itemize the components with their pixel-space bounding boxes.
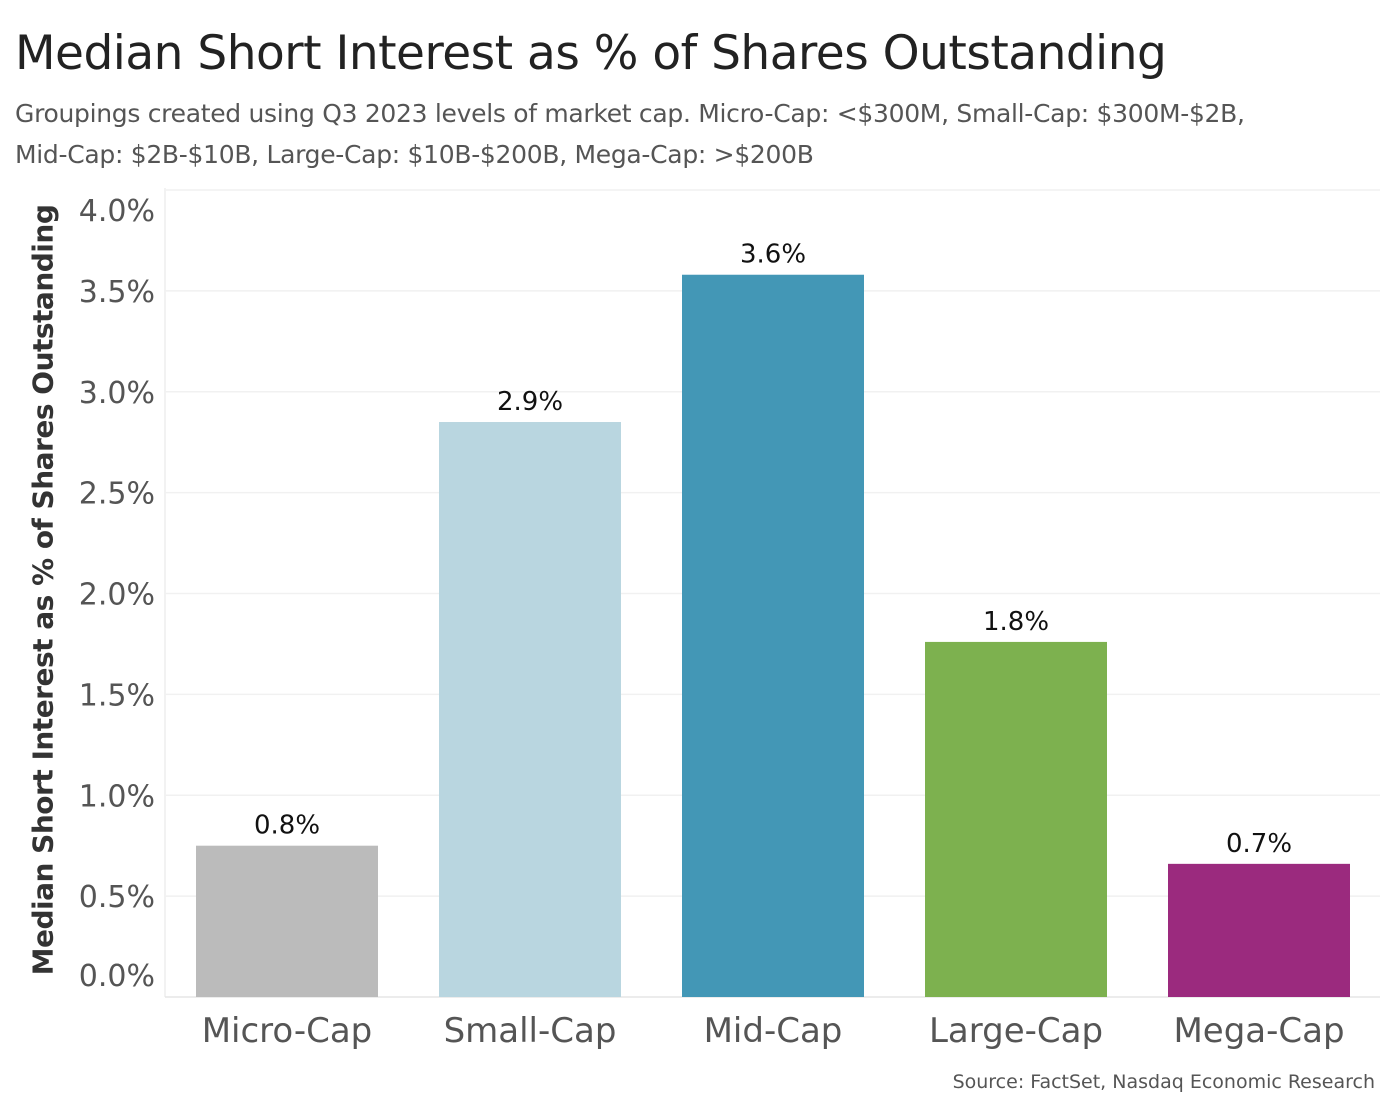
chart-subtitle: Groupings created using Q3 2023 levels o… — [15, 99, 1245, 169]
y-tick-label: 2.0% — [79, 578, 155, 613]
data-label: 1.8% — [983, 607, 1049, 637]
y-tick-label: 3.0% — [79, 376, 155, 411]
chart-title: Median Short Interest as % of Shares Out… — [15, 26, 1167, 81]
y-tick-label: 4.0% — [79, 194, 155, 229]
y-tick-label: 0.5% — [79, 880, 155, 915]
data-label: 3.6% — [740, 240, 806, 270]
data-label: 0.7% — [1226, 829, 1292, 859]
y-tick-label: 1.0% — [79, 779, 155, 814]
data-label: 0.8% — [254, 811, 320, 841]
x-tick-label: Large-Cap — [929, 1011, 1103, 1051]
y-tick-label: 2.5% — [79, 477, 155, 512]
x-tick-label: Mid-Cap — [704, 1011, 843, 1051]
data-label: 2.9% — [497, 387, 563, 417]
bar-small-cap — [439, 422, 621, 997]
y-tick-label: 1.5% — [79, 678, 155, 713]
x-tick-label: Mega-Cap — [1173, 1011, 1344, 1051]
y-tick-label: 0.0% — [79, 959, 155, 994]
bar-micro-cap — [196, 845, 378, 997]
source-note: Source: FactSet, Nasdaq Economic Researc… — [952, 1071, 1375, 1093]
x-tick-label: Small-Cap — [444, 1011, 617, 1051]
bar-mid-cap — [682, 274, 864, 997]
y-tick-label: 3.5% — [79, 275, 155, 310]
bar-large-cap — [925, 641, 1107, 997]
bar-mega-cap — [1168, 863, 1350, 997]
x-tick-label: Micro-Cap — [202, 1011, 373, 1051]
